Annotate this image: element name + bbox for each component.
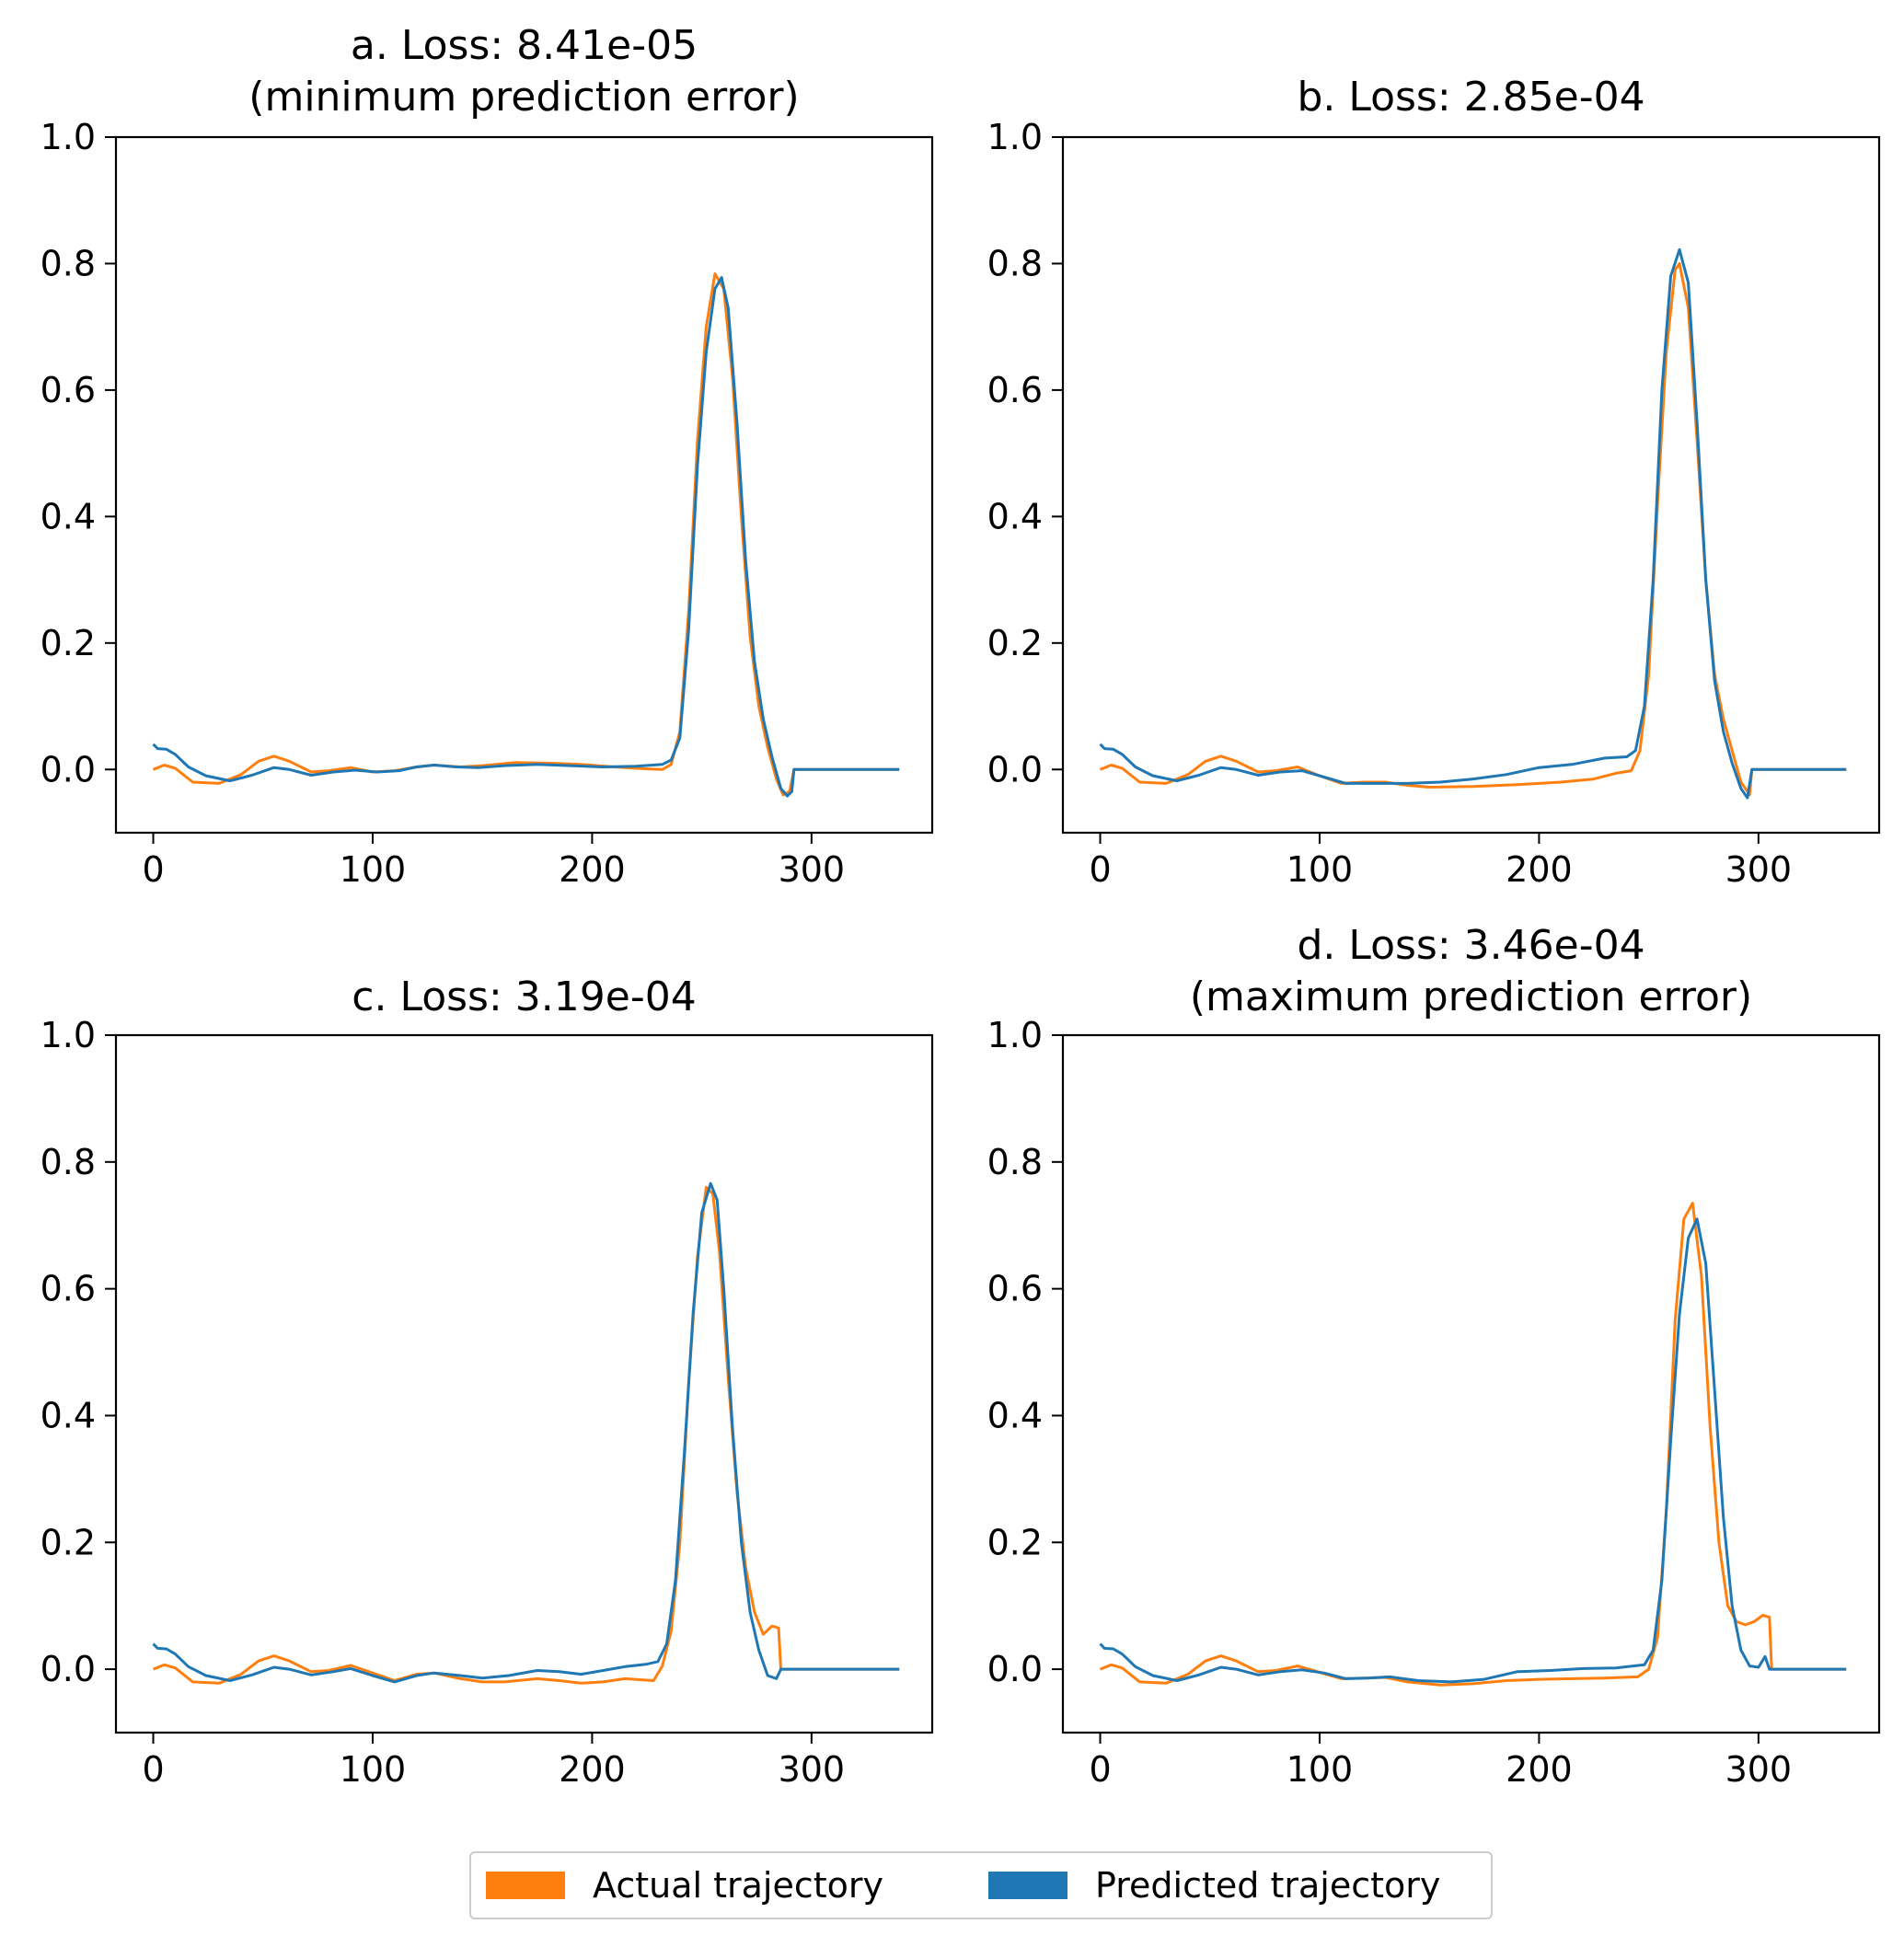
panel-d-ytick-label: 0.2 xyxy=(987,1522,1043,1562)
panel-c-ytick-label: 0.6 xyxy=(40,1269,96,1309)
panel-d-predicted-line xyxy=(1099,1217,1847,1684)
panel-d-xtick-label: 200 xyxy=(1506,1749,1573,1790)
panel-b-xtick-label: 0 xyxy=(1089,849,1111,890)
panel-d-actual-line xyxy=(1099,1202,1847,1687)
panel-b: b. Loss: 2.85e-04 0 100 200 300 0.0 0.2 0.4 0.6… xyxy=(987,74,1881,890)
panel-a-ytick-label: 0.6 xyxy=(40,370,96,410)
legend-swatch-actual xyxy=(486,1872,565,1899)
panel-a-ytick-label: 1.0 xyxy=(40,117,96,157)
legend: Actual trajectory Predicted trajectory xyxy=(469,1851,1493,1919)
panel-b-ytick-label: 0.8 xyxy=(987,243,1043,283)
legend-label-predicted: Predicted trajectory xyxy=(1095,1865,1441,1906)
panel-a-xtick-label: 0 xyxy=(142,849,164,890)
panel-a-xtick-label: 100 xyxy=(340,849,407,890)
legend-label-actual: Actual trajectory xyxy=(593,1865,884,1906)
panel-c-actual-line xyxy=(152,1185,900,1685)
panel-d-title-line1: d. Loss: 3.46e-04 xyxy=(1297,922,1644,969)
panel-d-ytick-label: 0.4 xyxy=(987,1395,1043,1435)
panel-c-xtick-label: 200 xyxy=(559,1749,626,1790)
panel-a-xtick-label: 300 xyxy=(779,849,846,890)
panel-b-ytick-label: 0.2 xyxy=(987,623,1043,663)
panel-b-ytick-label: 0.6 xyxy=(987,370,1043,410)
panel-c-ytick-label: 0.2 xyxy=(40,1522,96,1562)
legend-entry-actual: Actual trajectory xyxy=(486,1853,883,1918)
panel-a-xtick-label: 200 xyxy=(559,849,626,890)
panel-b-predicted-line xyxy=(1099,248,1847,800)
panel-b-xtick-label: 300 xyxy=(1725,849,1793,890)
panel-c-ytick-label: 0.4 xyxy=(40,1395,96,1435)
panel-a-ytick-label: 0.0 xyxy=(40,749,96,789)
panel-c-predicted-line xyxy=(152,1181,900,1684)
panel-a-title-line2: (minimum prediction error) xyxy=(248,74,799,121)
panel-d-ytick-label: 1.0 xyxy=(987,1015,1043,1055)
panel-b-xtick-label: 100 xyxy=(1287,849,1354,890)
panel-a-ytick-label: 0.8 xyxy=(40,243,96,283)
panel-c-title: c. Loss: 3.19e-04 xyxy=(352,974,696,1020)
panel-c-ytick-label: 0.0 xyxy=(40,1649,96,1689)
panel-b-ytick-label: 0.4 xyxy=(987,496,1043,536)
panel-c-ytick-label: 0.8 xyxy=(40,1142,96,1182)
panel-b-ytick-label: 1.0 xyxy=(987,117,1043,157)
panel-d-axes-frame xyxy=(1061,1033,1881,1734)
panel-c-xtick-label: 0 xyxy=(142,1749,164,1790)
legend-entry-predicted: Predicted trajectory xyxy=(988,1853,1440,1918)
panel-d-ytick-label: 0.8 xyxy=(987,1142,1043,1182)
panel-a-ytick-label: 0.4 xyxy=(40,496,96,536)
panel-d-title-line2: (maximum prediction error) xyxy=(1190,974,1752,1020)
panel-c: c. Loss: 3.19e-04 0 100 200 300 0.0 0.2 0.4 0.6… xyxy=(40,974,934,1790)
panel-a-ytick-label: 0.2 xyxy=(40,623,96,663)
panel-a-predicted-line xyxy=(152,276,900,798)
panel-c-xtick-label: 300 xyxy=(779,1749,846,1790)
panel-a-title-line1: a. Loss: 8.41e-05 xyxy=(351,22,698,69)
panel-d-ytick-label: 0.6 xyxy=(987,1269,1043,1309)
panel-d-xtick-label: 300 xyxy=(1725,1749,1793,1790)
panel-b-actual-line xyxy=(1099,262,1847,797)
panel-c-ytick-label: 1.0 xyxy=(40,1015,96,1055)
panel-c-xtick-label: 100 xyxy=(340,1749,407,1790)
panel-d: d. Loss: 3.46e-04 (maximum prediction er… xyxy=(987,922,1881,1790)
panel-d-xtick-label: 0 xyxy=(1089,1749,1111,1790)
panel-d-ytick-label: 0.0 xyxy=(987,1649,1043,1689)
panel-b-xtick-label: 200 xyxy=(1506,849,1573,890)
panel-c-axes-frame xyxy=(114,1033,934,1734)
panel-b-ytick-label: 0.0 xyxy=(987,749,1043,789)
panel-a-actual-line xyxy=(152,272,900,797)
panel-a-axes-frame xyxy=(114,135,934,835)
legend-swatch-predicted xyxy=(988,1872,1067,1899)
panel-b-title: b. Loss: 2.85e-04 xyxy=(1297,74,1644,121)
panel-d-xtick-label: 100 xyxy=(1287,1749,1354,1790)
panel-b-axes-frame xyxy=(1061,135,1881,835)
panel-a: a. Loss: 8.41e-05 (minimum prediction er… xyxy=(40,22,934,890)
